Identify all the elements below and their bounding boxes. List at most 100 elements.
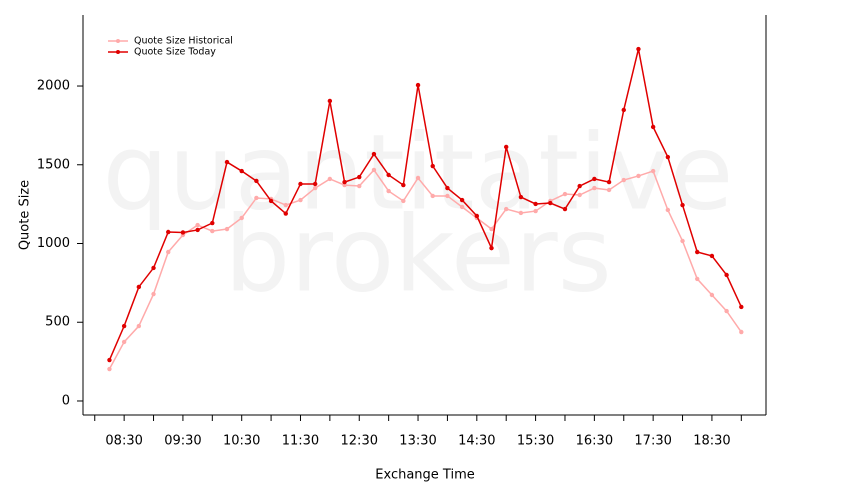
point bbox=[709, 292, 715, 298]
point bbox=[518, 194, 524, 200]
point bbox=[533, 208, 538, 214]
point bbox=[210, 220, 215, 226]
legend-label: Quote Size Historical bbox=[134, 36, 233, 47]
point bbox=[665, 154, 671, 160]
point bbox=[371, 151, 377, 157]
point bbox=[298, 197, 303, 203]
point bbox=[254, 195, 259, 201]
point bbox=[268, 198, 274, 204]
y-tick-label: 500 bbox=[45, 315, 70, 330]
point bbox=[298, 181, 303, 187]
point bbox=[621, 107, 626, 113]
point bbox=[224, 159, 230, 165]
point bbox=[739, 304, 744, 310]
point bbox=[680, 202, 685, 208]
point bbox=[621, 177, 626, 183]
point bbox=[474, 213, 480, 219]
point bbox=[504, 144, 509, 150]
point bbox=[650, 124, 656, 130]
x-tick-label: 13:30 bbox=[399, 434, 436, 449]
point bbox=[680, 238, 685, 244]
point bbox=[342, 179, 347, 185]
point bbox=[283, 202, 288, 208]
point bbox=[136, 284, 142, 290]
point bbox=[107, 366, 112, 372]
point bbox=[548, 200, 553, 206]
x-tick-label: 09:30 bbox=[164, 434, 201, 449]
x-tick-label: 16:30 bbox=[576, 434, 613, 449]
point bbox=[357, 174, 362, 180]
y-tick-label: 1500 bbox=[37, 157, 70, 172]
y-tick-label: 2000 bbox=[37, 79, 70, 94]
point bbox=[195, 222, 200, 228]
point bbox=[650, 168, 656, 174]
point bbox=[210, 228, 215, 234]
point bbox=[695, 276, 700, 282]
point bbox=[504, 206, 509, 212]
point bbox=[533, 201, 538, 207]
point bbox=[121, 323, 127, 329]
point bbox=[430, 193, 435, 199]
point bbox=[636, 173, 641, 179]
point bbox=[136, 323, 142, 329]
legend-label: Quote Size Today bbox=[134, 47, 216, 58]
y-tick-label: 1000 bbox=[37, 236, 70, 251]
x-tick-label: 17:30 bbox=[634, 434, 671, 449]
point bbox=[151, 291, 156, 297]
point bbox=[489, 245, 494, 251]
point bbox=[562, 206, 568, 212]
point bbox=[445, 193, 450, 199]
point bbox=[166, 229, 171, 235]
point bbox=[180, 230, 186, 235]
point bbox=[386, 188, 391, 194]
point bbox=[195, 227, 200, 233]
point bbox=[401, 182, 406, 188]
x-tick-label: 18:30 bbox=[693, 434, 730, 449]
watermark: quantitative bbox=[103, 111, 734, 233]
point bbox=[239, 215, 244, 221]
point bbox=[739, 329, 744, 335]
x-tick-label: 10:30 bbox=[223, 434, 260, 449]
x-tick-label: 14:30 bbox=[458, 434, 495, 449]
point bbox=[665, 207, 671, 213]
point bbox=[724, 272, 729, 278]
x-axis-title: Exchange Time bbox=[375, 468, 474, 483]
point bbox=[709, 253, 715, 259]
point bbox=[327, 98, 333, 104]
point bbox=[445, 185, 450, 191]
watermark: brokers bbox=[224, 193, 612, 315]
series-line bbox=[108, 48, 742, 361]
point bbox=[415, 82, 421, 88]
legend-swatch bbox=[116, 39, 120, 43]
point bbox=[239, 168, 244, 174]
point bbox=[606, 179, 612, 185]
point bbox=[312, 185, 318, 191]
point bbox=[415, 175, 421, 181]
point bbox=[724, 308, 729, 314]
point bbox=[577, 192, 582, 198]
point bbox=[327, 176, 333, 182]
legend-swatch bbox=[116, 50, 120, 54]
point bbox=[636, 46, 641, 52]
point bbox=[121, 339, 127, 345]
point bbox=[430, 163, 435, 169]
point bbox=[489, 226, 494, 232]
point bbox=[386, 172, 391, 178]
y-tick-label: 0 bbox=[62, 393, 70, 408]
x-tick-label: 08:30 bbox=[105, 434, 142, 449]
point bbox=[577, 183, 582, 189]
point bbox=[459, 204, 465, 210]
y-axis-title: Quote Size bbox=[18, 180, 33, 250]
point bbox=[695, 249, 700, 255]
point bbox=[312, 181, 318, 187]
point bbox=[357, 183, 362, 189]
x-tick-label: 12:30 bbox=[341, 434, 378, 449]
x-tick-label: 15:30 bbox=[517, 434, 554, 449]
point bbox=[166, 249, 171, 255]
point bbox=[459, 197, 465, 203]
series-line bbox=[108, 168, 742, 370]
point bbox=[518, 210, 524, 216]
x-tick-label: 11:30 bbox=[282, 434, 319, 449]
point bbox=[592, 185, 597, 191]
